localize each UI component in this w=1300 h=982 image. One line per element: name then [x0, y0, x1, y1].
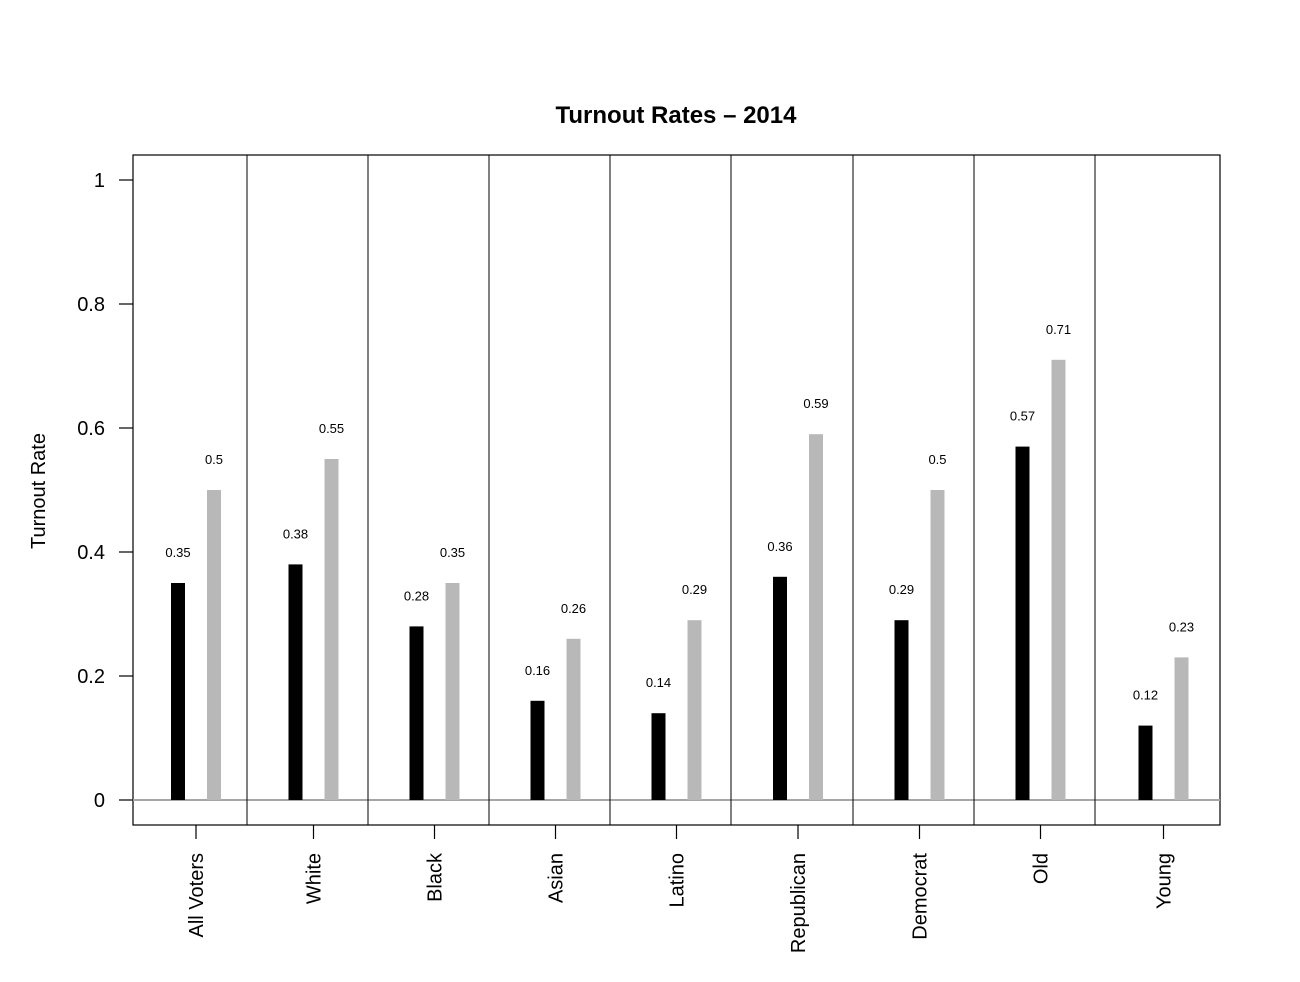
y-tick-label: 0.6 [77, 418, 105, 440]
data-label: 0.29 [682, 582, 707, 597]
x-tick-label: Republican [788, 853, 810, 953]
data-label: 0.55 [319, 421, 344, 436]
bar [324, 459, 339, 800]
bar [773, 576, 787, 800]
y-tick-label: 0 [94, 790, 105, 812]
chart-title: Turnout Rates – 2014 [556, 102, 798, 129]
bar [288, 564, 303, 800]
data-label: 0.59 [803, 396, 828, 411]
y-axis-label: Turnout Rate [28, 433, 50, 549]
x-tick-label: All Voters [186, 853, 208, 937]
bar [687, 620, 702, 800]
data-label: 0.35 [440, 545, 465, 560]
x-tick-label: Asian [546, 853, 568, 903]
data-label: 0.28 [404, 588, 429, 603]
data-label: 0.16 [525, 663, 550, 678]
data-label: 0.35 [165, 545, 190, 560]
x-tick-label: Latino [667, 853, 689, 908]
bar [1015, 446, 1030, 800]
bar [809, 434, 823, 800]
bar [445, 583, 460, 800]
data-label: 0.57 [1010, 409, 1035, 424]
y-tick-label: 0.4 [77, 542, 105, 564]
bar [1138, 725, 1153, 800]
y-tick-label: 1 [94, 170, 105, 192]
bar [530, 700, 545, 800]
bar [651, 713, 666, 800]
data-label: 0.26 [561, 601, 586, 616]
x-tick-label: Democrat [910, 853, 932, 940]
data-label: 0.5 [928, 452, 946, 467]
data-label: 0.23 [1169, 619, 1194, 634]
data-label: 0.14 [646, 675, 671, 690]
y-tick-label: 0.8 [77, 294, 105, 316]
bar [930, 490, 945, 800]
x-tick-label: Black [425, 852, 447, 902]
data-label: 0.71 [1046, 322, 1071, 337]
bar [894, 620, 909, 800]
bar [171, 583, 185, 800]
data-label: 0.38 [283, 526, 308, 541]
x-tick-label: Old [1031, 853, 1053, 884]
data-label: 0.12 [1133, 688, 1158, 703]
bar [1051, 359, 1066, 800]
x-tick-label: Young [1154, 853, 1176, 909]
y-tick-label: 0.2 [77, 666, 105, 688]
bar [409, 626, 424, 800]
bar [1174, 657, 1189, 800]
bar [207, 490, 221, 800]
bar [566, 638, 581, 800]
x-tick-label: White [304, 853, 326, 904]
data-label: 0.5 [205, 452, 223, 467]
data-label: 0.29 [889, 582, 914, 597]
plot-area: 0 0.2 0.4 0.6 0.8 1 All Voters 0.35 0.5 White 0.38… [77, 154, 1221, 953]
data-label: 0.36 [767, 539, 792, 554]
